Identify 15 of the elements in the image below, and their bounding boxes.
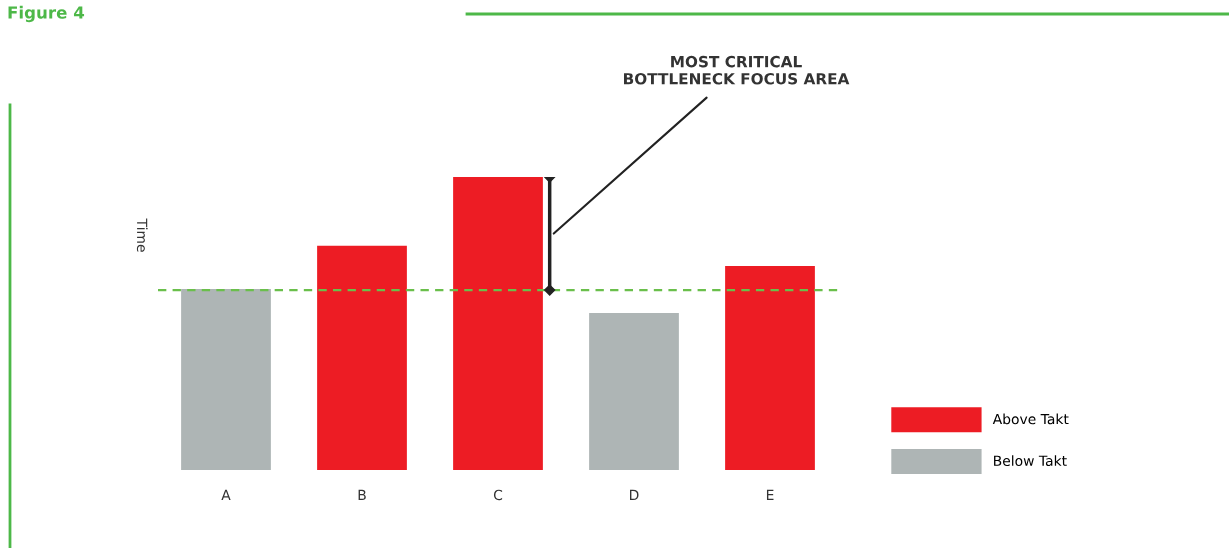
text: MOST CRITICAL BOTTLENECK FOCUS AREA <box>624 55 850 85</box>
x-tick-label: E <box>766 489 774 500</box>
text: Below Takt <box>994 455 1067 467</box>
y-axis-title: Time <box>136 218 148 252</box>
chart-title: Figure 4 <box>8 5 85 23</box>
x-tick-label: A <box>221 489 231 500</box>
bar <box>453 177 543 470</box>
bar <box>725 266 815 470</box>
bar <box>317 245 407 470</box>
x-tick-label: D <box>630 489 639 500</box>
bar <box>589 312 679 470</box>
x-tick-label: B <box>358 489 366 500</box>
x-tick-label: C <box>493 489 503 501</box>
text: Above Takt <box>992 413 1069 425</box>
bar <box>181 288 271 470</box>
